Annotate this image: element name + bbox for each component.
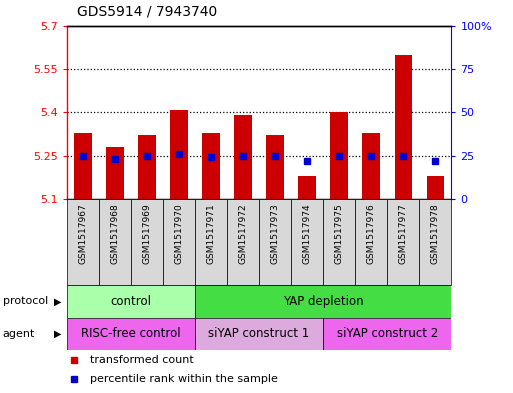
Text: GSM1517976: GSM1517976 [367, 203, 376, 264]
Bar [67, 199, 98, 285]
Bar [106, 147, 124, 199]
Bar [195, 318, 323, 350]
Bar [98, 199, 131, 285]
Text: GSM1517974: GSM1517974 [303, 203, 312, 264]
Bar [299, 176, 316, 199]
Text: GSM1517973: GSM1517973 [270, 203, 280, 264]
Bar [291, 199, 323, 285]
Bar [266, 136, 284, 199]
Text: control: control [110, 295, 151, 308]
Text: ▶: ▶ [54, 329, 62, 339]
Bar [170, 110, 188, 199]
Text: siYAP construct 2: siYAP construct 2 [337, 327, 438, 340]
Bar [427, 176, 444, 199]
Bar [363, 132, 380, 199]
Text: siYAP construct 1: siYAP construct 1 [208, 327, 310, 340]
Text: percentile rank within the sample: percentile rank within the sample [90, 374, 278, 384]
Bar [67, 285, 195, 318]
Bar [330, 112, 348, 199]
Bar [195, 285, 451, 318]
Text: GSM1517970: GSM1517970 [174, 203, 184, 264]
Bar [195, 199, 227, 285]
Bar [259, 199, 291, 285]
Bar [138, 136, 155, 199]
Text: RISC-free control: RISC-free control [81, 327, 181, 340]
Text: transformed count: transformed count [90, 354, 193, 365]
Text: ▶: ▶ [54, 296, 62, 307]
Text: protocol: protocol [3, 296, 48, 307]
Text: YAP depletion: YAP depletion [283, 295, 364, 308]
Bar [394, 55, 412, 199]
Text: GSM1517967: GSM1517967 [78, 203, 87, 264]
Bar [227, 199, 259, 285]
Text: GSM1517971: GSM1517971 [206, 203, 215, 264]
Bar [387, 199, 420, 285]
Bar [323, 318, 451, 350]
Bar [163, 199, 195, 285]
Bar [355, 199, 387, 285]
Bar [420, 199, 451, 285]
Text: GSM1517969: GSM1517969 [142, 203, 151, 264]
Bar [74, 132, 91, 199]
Text: GSM1517968: GSM1517968 [110, 203, 120, 264]
Bar [323, 199, 355, 285]
Bar [234, 115, 252, 199]
Text: GSM1517975: GSM1517975 [334, 203, 344, 264]
Bar [67, 318, 195, 350]
Bar [131, 199, 163, 285]
Text: GDS5914 / 7943740: GDS5914 / 7943740 [77, 5, 217, 19]
Text: GSM1517978: GSM1517978 [431, 203, 440, 264]
Text: agent: agent [3, 329, 35, 339]
Text: GSM1517972: GSM1517972 [239, 203, 248, 264]
Text: GSM1517977: GSM1517977 [399, 203, 408, 264]
Bar [202, 132, 220, 199]
